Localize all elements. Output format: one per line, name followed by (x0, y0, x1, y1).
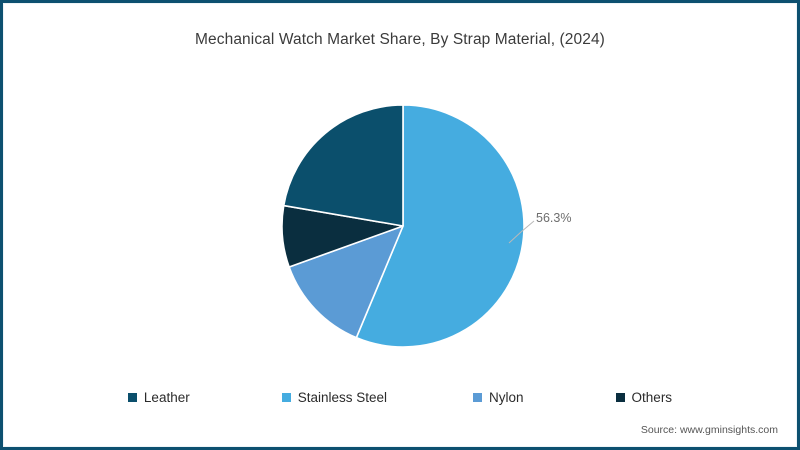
legend-swatch-leather (127, 393, 137, 402)
legend-item-others[interactable]: Others (615, 390, 673, 405)
legend-swatch-nylon (473, 393, 483, 402)
legend-label-leather: Leather (143, 390, 190, 405)
pie-slice-group (281, 104, 525, 348)
legend-swatch-stainless-steel (281, 393, 291, 402)
legend-item-nylon[interactable]: Nylon (473, 390, 524, 405)
pie-slice-stainless-steel[interactable] (355, 104, 525, 348)
legend-label-nylon: Nylon (489, 390, 524, 405)
data-label-leader-line (508, 220, 535, 244)
source-attribution: Source: www.gminsights.com (640, 424, 778, 436)
legend-item-stainless-steel[interactable]: Stainless Steel (281, 390, 388, 405)
slice-data-label-stainless-steel: 56.3% (536, 211, 572, 225)
chart-legend: Leather Stainless Steel Nylon Others (0, 390, 800, 405)
legend-label-stainless-steel: Stainless Steel (297, 390, 388, 405)
legend-item-leather[interactable]: Leather (127, 390, 190, 405)
page-title: Mechanical Watch Market Share, By Strap … (195, 31, 605, 48)
legend-label-others: Others (631, 390, 673, 405)
legend-swatch-others (615, 393, 625, 402)
pie-slice-leather[interactable] (282, 104, 404, 227)
pie-slice-nylon[interactable] (288, 225, 404, 339)
